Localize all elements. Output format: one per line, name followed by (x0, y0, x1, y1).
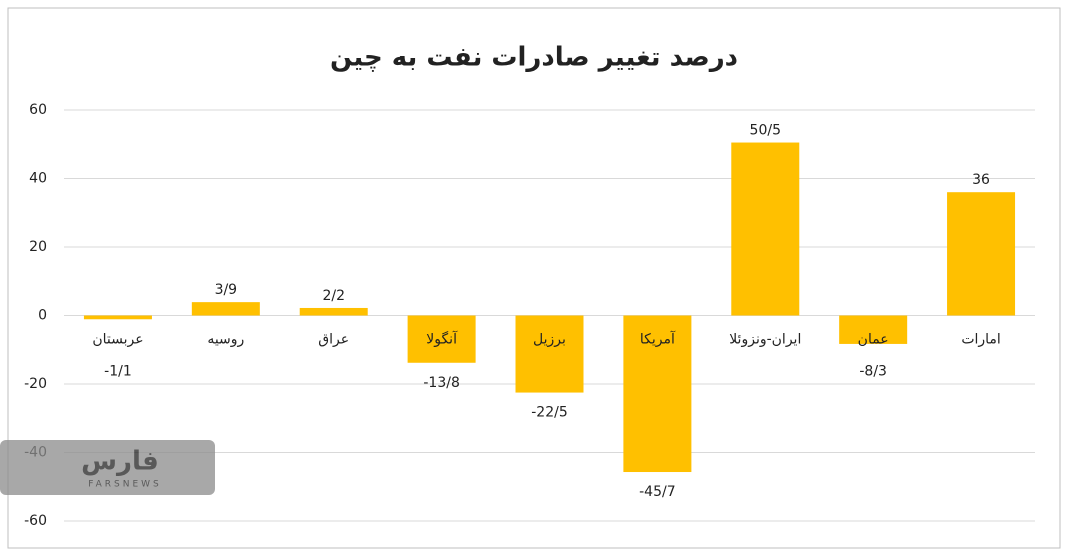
bar (731, 142, 800, 316)
value-label: -8/3 (859, 364, 887, 380)
bar (299, 307, 368, 316)
y-tick-label: 40 (29, 171, 47, 187)
y-tick-label: -20 (24, 376, 47, 392)
x-tick-label: ایران-ونزوئلا (729, 332, 801, 348)
value-label: -45/7 (639, 484, 676, 500)
bar (839, 315, 908, 344)
bar (623, 315, 692, 473)
x-tick-label: آمریکا (640, 331, 676, 348)
y-tick-label: 60 (29, 102, 47, 118)
value-label: -13/8 (423, 375, 460, 391)
y-tick-label: 0 (38, 308, 47, 324)
y-tick-label: -60 (24, 513, 47, 529)
value-label: 2/2 (322, 288, 345, 304)
watermark-subtext: FARSNEWS (88, 480, 162, 490)
watermark: فارس FARSNEWS (0, 440, 215, 495)
x-tick-label: امارات (961, 332, 1000, 348)
watermark-text: فارس (81, 447, 159, 477)
y-tick-label: 20 (29, 239, 47, 255)
x-tick-label: عراق (318, 332, 349, 348)
x-tick-label: آنگولا (426, 331, 458, 348)
value-label: 50/5 (750, 123, 781, 139)
bar (83, 315, 152, 320)
bar (191, 302, 260, 316)
bar (947, 192, 1016, 316)
bar (515, 315, 584, 393)
watermark-box (0, 440, 215, 495)
value-label: 3/9 (215, 282, 238, 298)
value-label: -22/5 (531, 405, 568, 421)
chart-title: درصد تغییر صادرات نفت به چین (330, 43, 738, 73)
value-label: 36 (972, 172, 990, 188)
bar (407, 315, 476, 363)
value-label: -1/1 (104, 364, 132, 380)
x-tick-label: روسیه (207, 332, 244, 348)
x-tick-label: عمان (858, 332, 889, 348)
x-tick-label: برزیل (533, 332, 566, 348)
x-tick-label: عربستان (92, 332, 143, 348)
